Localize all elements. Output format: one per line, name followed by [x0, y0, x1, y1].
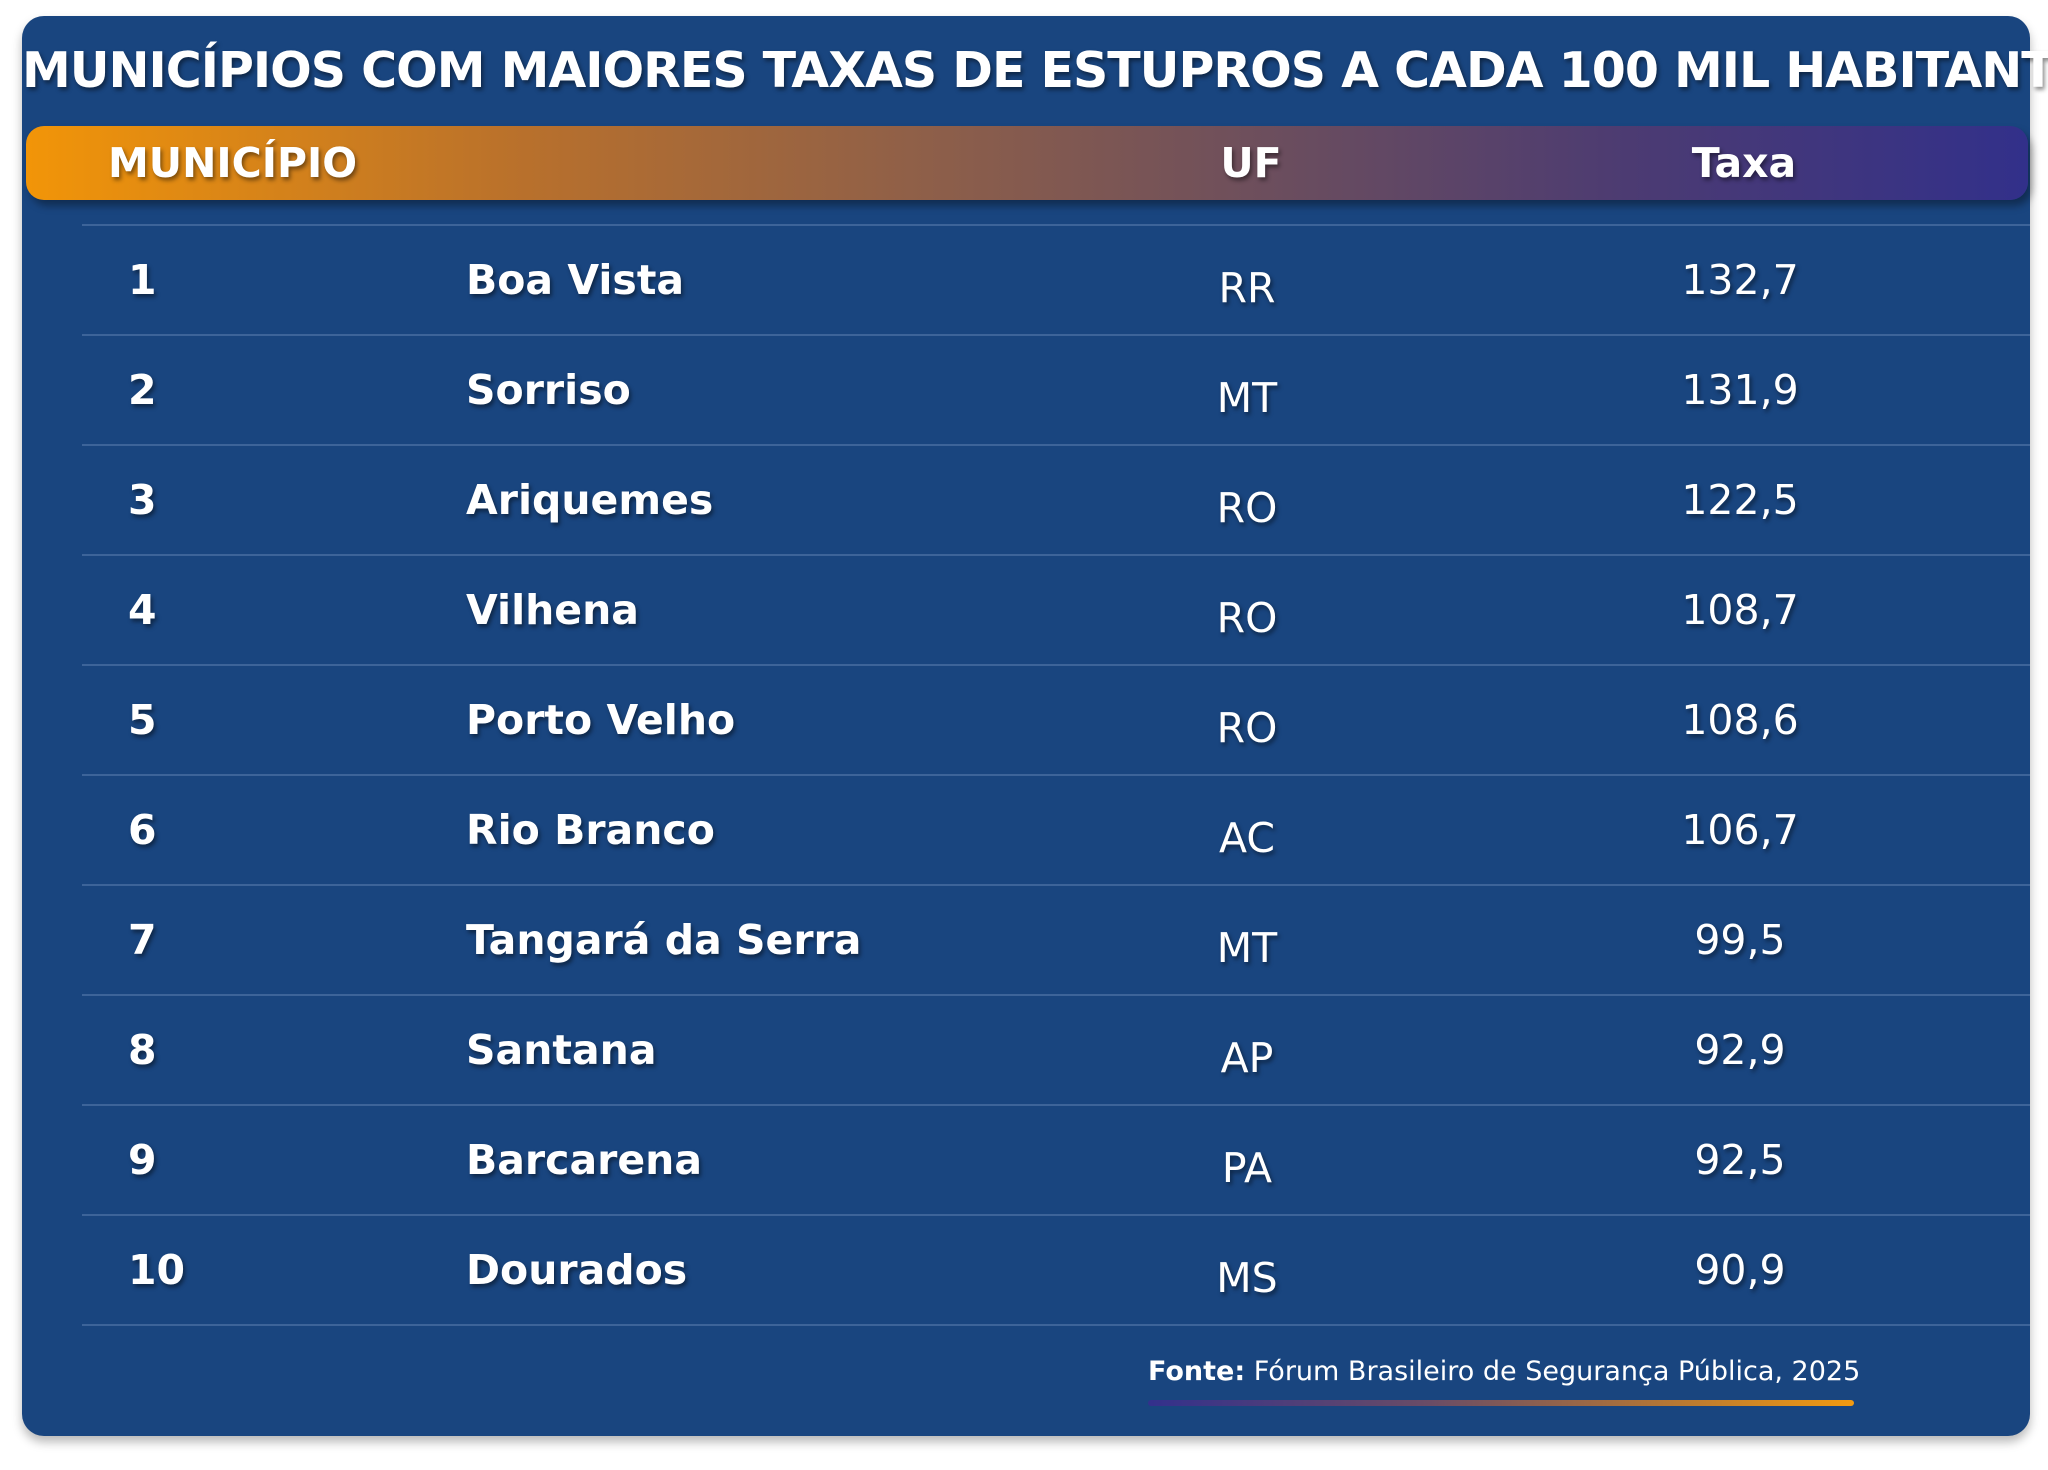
row-taxa: 131,9	[1681, 366, 1799, 414]
row-municipio: Barcarena	[466, 1136, 702, 1184]
table-card: MUNICÍPIOS COM MAIORES TAXAS DE ESTUPROS…	[22, 16, 2048, 1436]
row-taxa: 108,6	[1681, 696, 1799, 744]
row-municipio: Tangará da Serra	[466, 916, 862, 964]
table-row: 4 Vilhena RO 108,7	[82, 554, 2030, 664]
row-municipio: Porto Velho	[466, 696, 736, 744]
row-rank: 7	[128, 916, 157, 964]
row-uf: RO	[1216, 484, 1278, 532]
row-rank: 6	[128, 806, 157, 854]
row-rank: 5	[128, 696, 157, 744]
header-municipio: MUNICÍPIO	[108, 139, 358, 187]
row-taxa: 92,9	[1694, 1026, 1786, 1074]
row-uf: RO	[1216, 594, 1278, 642]
source-note: Fonte: Fórum Brasileiro de Segurança Púb…	[1148, 1356, 1860, 1387]
table-row: 9 Barcarena PA 92,5	[82, 1104, 2030, 1214]
row-rank: 8	[128, 1026, 157, 1074]
row-rank: 4	[128, 586, 157, 634]
row-rank: 2	[128, 366, 157, 414]
row-taxa: 132,7	[1681, 256, 1799, 304]
source-text: Fórum Brasileiro de Segurança Pública, 2…	[1253, 1356, 1861, 1387]
table-row: 10 Dourados MS 90,9	[82, 1214, 2030, 1326]
row-rank: 10	[128, 1246, 186, 1294]
header-uf: UF	[1220, 139, 1282, 187]
row-municipio: Ariquemes	[466, 476, 714, 524]
row-municipio: Rio Branco	[466, 806, 715, 854]
row-taxa: 122,5	[1681, 476, 1799, 524]
row-municipio: Sorriso	[466, 366, 631, 414]
row-uf: RO	[1216, 704, 1278, 752]
table-row: 7 Tangará da Serra MT 99,5	[82, 884, 2030, 994]
table-row: 6 Rio Branco AC 106,7	[82, 774, 2030, 884]
row-rank: 3	[128, 476, 157, 524]
row-uf: AP	[1220, 1034, 1274, 1082]
source-underline	[1148, 1400, 1854, 1406]
row-taxa: 108,7	[1681, 586, 1799, 634]
table-row: 3 Ariquemes RO 122,5	[82, 444, 2030, 554]
table-body: 1 Boa Vista RR 132,7 2 Sorriso MT 131,9 …	[82, 224, 2030, 1326]
header-taxa: Taxa	[1691, 139, 1797, 187]
row-uf: RR	[1218, 264, 1276, 312]
row-municipio: Vilhena	[466, 586, 639, 634]
row-taxa: 92,5	[1694, 1136, 1786, 1184]
row-uf: MT	[1216, 924, 1278, 972]
table-header: MUNICÍPIO UF Taxa	[26, 126, 2028, 200]
row-uf: AC	[1219, 814, 1275, 862]
row-uf: MS	[1216, 1254, 1278, 1302]
row-taxa: 99,5	[1694, 916, 1786, 964]
table-row: 8 Santana AP 92,9	[82, 994, 2030, 1104]
row-uf: MT	[1216, 374, 1278, 422]
table-row: 1 Boa Vista RR 132,7	[82, 224, 2030, 334]
row-uf: PA	[1221, 1144, 1273, 1192]
row-municipio: Santana	[466, 1026, 657, 1074]
row-municipio: Dourados	[466, 1246, 688, 1294]
table-row: 2 Sorriso MT 131,9	[82, 334, 2030, 444]
row-taxa: 106,7	[1681, 806, 1799, 854]
row-taxa: 90,9	[1694, 1246, 1786, 1294]
row-rank: 1	[128, 256, 157, 304]
table-title: MUNICÍPIOS COM MAIORES TAXAS DE ESTUPROS…	[22, 42, 2048, 99]
row-municipio: Boa Vista	[466, 256, 685, 304]
table-row: 5 Porto Velho RO 108,6	[82, 664, 2030, 774]
row-rank: 9	[128, 1136, 157, 1184]
source-label: Fonte:	[1148, 1356, 1246, 1387]
